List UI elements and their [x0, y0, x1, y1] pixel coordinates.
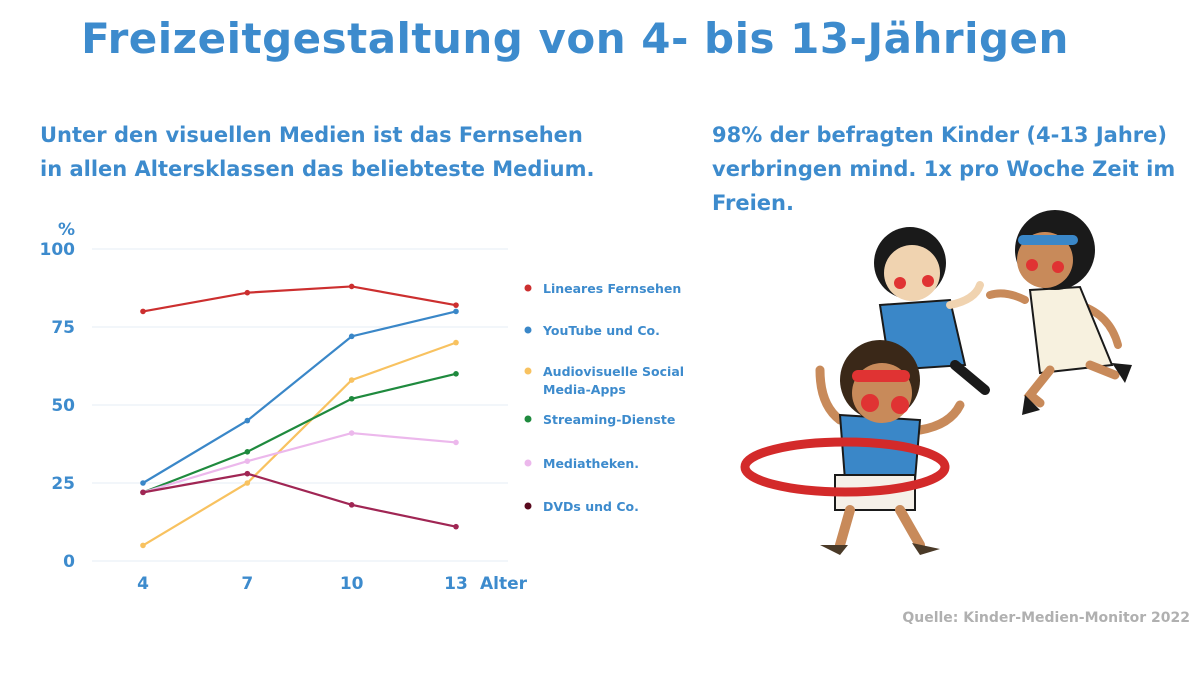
- legend-marker: [524, 459, 532, 467]
- y-tick-label: 50: [51, 396, 75, 416]
- series-point: [244, 458, 251, 464]
- y-axis-label: %: [58, 220, 75, 240]
- series-point: [348, 430, 355, 436]
- chart-headline: Unter den visuellen Medien ist das Ferns…: [40, 123, 595, 181]
- legend-label: YouTube und Co.: [542, 323, 660, 338]
- x-axis-label: Alter: [480, 574, 528, 594]
- x-tick-label: 10: [340, 574, 364, 594]
- source-note: Quelle: Kinder-Medien-Monitor 2022: [902, 610, 1190, 626]
- series-point: [140, 542, 146, 549]
- legend-label: Mediatheken.: [543, 456, 639, 471]
- series-point: [348, 283, 355, 290]
- series-point: [453, 308, 459, 315]
- series-point: [453, 371, 459, 377]
- legend-label: Streaming-Dienste: [543, 412, 675, 427]
- series-point: [244, 289, 251, 296]
- series-point: [244, 417, 251, 424]
- y-tick-label: 75: [51, 318, 75, 338]
- legend-label: Media-Apps: [543, 382, 626, 397]
- running-girl-figure: [986, 210, 1132, 415]
- series-point: [453, 523, 459, 530]
- series-point: [348, 333, 355, 340]
- series-line-3: [142, 372, 457, 494]
- page-title: Freizeitgestaltung von 4- bis 13-Jährige…: [81, 14, 1069, 63]
- series-point: [453, 439, 459, 446]
- series-line-1: [142, 310, 457, 484]
- series-point: [244, 470, 251, 477]
- series-point: [244, 449, 251, 455]
- series-point: [140, 489, 146, 496]
- series-line-4: [142, 431, 457, 494]
- series-point: [244, 480, 251, 486]
- y-tick-label: 25: [51, 474, 75, 494]
- legend-marker: [524, 326, 532, 334]
- legend-marker: [524, 415, 532, 423]
- y-axis-ticks: 0 25 50 75 100: [40, 240, 76, 572]
- chart-legend: Lineares Fernsehen YouTube und Co. Audiovi…: [524, 281, 684, 514]
- series-point: [348, 502, 355, 508]
- children-illustration: [740, 210, 1132, 555]
- series-line-2: [142, 341, 457, 547]
- outdoor-headline: 98% der befragten Kinder (4-13 Jahre) ve…: [712, 123, 1176, 215]
- line-chart: 0 25 50 75 100 4 7 10 13 % Alter Lineares Ferns…: [40, 220, 685, 594]
- x-tick-label: 13: [444, 574, 468, 594]
- legend-marker: [524, 367, 532, 375]
- chart-grid: [92, 248, 508, 562]
- series-point: [140, 480, 146, 486]
- series-point: [348, 395, 355, 402]
- series-point: [140, 308, 146, 315]
- x-tick-label: 4: [137, 574, 149, 594]
- y-tick-label: 100: [40, 240, 76, 260]
- chart-series: [140, 283, 459, 549]
- legend-marker: [524, 502, 532, 510]
- series-line-0: [142, 285, 457, 313]
- x-tick-label: 7: [241, 574, 253, 594]
- series-point: [453, 302, 459, 308]
- x-axis-ticks: 4 7 10 13: [137, 574, 468, 594]
- series-point: [348, 377, 355, 383]
- series-point: [453, 339, 459, 346]
- legend-label: Lineares Fernsehen: [543, 281, 681, 296]
- y-tick-label: 0: [63, 552, 75, 572]
- legend-label: Audiovisuelle Social: [543, 364, 684, 379]
- series-line-5: [142, 472, 457, 528]
- hula-hoop-boy-figure: [740, 340, 965, 555]
- legend-label: DVDs und Co.: [543, 499, 639, 514]
- legend-marker: [524, 284, 532, 292]
